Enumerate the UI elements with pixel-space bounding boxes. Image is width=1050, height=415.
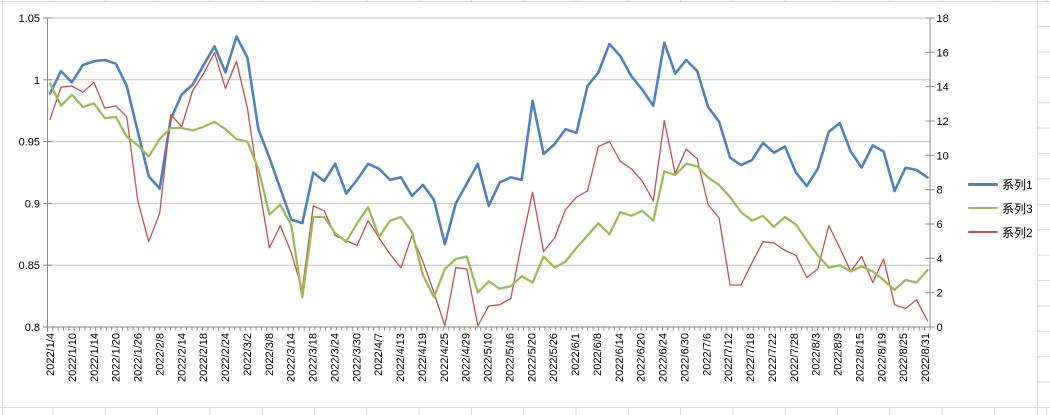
svg-text:16: 16: [937, 47, 949, 59]
svg-text:2022/6/20: 2022/6/20: [636, 333, 648, 382]
svg-text:2022/1/4: 2022/1/4: [45, 333, 57, 376]
svg-text:2022/5/20: 2022/5/20: [526, 333, 538, 382]
series-line-2[interactable]: [49, 51, 929, 327]
series2-line-swatch: [968, 231, 998, 233]
svg-text:2022/6/30: 2022/6/30: [679, 333, 691, 382]
svg-text:2022/4/29: 2022/4/29: [461, 333, 473, 382]
legend-item-series1[interactable]: 系列1: [968, 172, 1033, 196]
svg-text:2022/6/14: 2022/6/14: [614, 333, 626, 382]
series-line-1[interactable]: [48, 35, 929, 246]
svg-text:0.9: 0.9: [25, 198, 40, 210]
legend-label: 系列3: [1002, 201, 1033, 216]
svg-text:2: 2: [937, 288, 943, 300]
svg-text:2022/8/25: 2022/8/25: [898, 333, 910, 382]
svg-text:2022/2/24: 2022/2/24: [220, 333, 232, 382]
svg-text:2022/5/10: 2022/5/10: [483, 333, 495, 382]
svg-text:2022/7/22: 2022/7/22: [767, 333, 779, 382]
svg-text:2022/3/8: 2022/3/8: [264, 333, 276, 376]
svg-text:2022/7/6: 2022/7/6: [701, 333, 713, 376]
svg-text:2022/6/1: 2022/6/1: [570, 333, 582, 376]
svg-text:2022/8/3: 2022/8/3: [811, 333, 823, 376]
svg-text:2022/8/9: 2022/8/9: [833, 333, 845, 376]
svg-text:2022/4/13: 2022/4/13: [395, 333, 407, 382]
left-axis-labels: 1.05 1 0.95 0.9 0.85 0.8: [19, 13, 40, 334]
svg-text:12: 12: [937, 116, 949, 128]
svg-text:0.85: 0.85: [19, 260, 40, 272]
svg-text:2022/8/19: 2022/8/19: [876, 333, 888, 382]
svg-text:10: 10: [937, 150, 949, 162]
svg-text:2022/1/14: 2022/1/14: [89, 333, 101, 382]
svg-text:2022/6/8: 2022/6/8: [592, 333, 604, 376]
svg-text:18: 18: [937, 13, 949, 25]
svg-text:1: 1: [34, 75, 40, 87]
svg-text:2022/4/19: 2022/4/19: [417, 333, 429, 382]
svg-text:2022/5/16: 2022/5/16: [504, 333, 516, 382]
svg-text:0.95: 0.95: [19, 137, 40, 149]
svg-text:2022/7/28: 2022/7/28: [789, 333, 801, 382]
svg-text:2022/3/30: 2022/3/30: [351, 333, 363, 382]
svg-text:2022/3/24: 2022/3/24: [329, 333, 341, 382]
legend-item-series3[interactable]: 系列3: [968, 196, 1033, 220]
legend-label: 系列1: [1002, 177, 1033, 192]
svg-text:2022/8/31: 2022/8/31: [920, 333, 932, 382]
svg-text:2022/3/18: 2022/3/18: [308, 333, 320, 382]
svg-text:8: 8: [937, 185, 943, 197]
svg-text:2022/2/14: 2022/2/14: [176, 333, 188, 382]
legend-label: 系列2: [1002, 225, 1033, 240]
svg-text:2022/1/26: 2022/1/26: [133, 333, 145, 382]
svg-text:0.8: 0.8: [25, 322, 40, 334]
chart-legend[interactable]: 系列1 系列3 系列2: [968, 172, 1033, 244]
svg-text:14: 14: [937, 82, 949, 94]
series3-line-swatch: [968, 206, 998, 210]
svg-text:2022/5/26: 2022/5/26: [548, 333, 560, 382]
svg-text:4: 4: [937, 253, 943, 265]
svg-text:1.05: 1.05: [19, 13, 40, 25]
svg-text:2022/7/18: 2022/7/18: [745, 333, 757, 382]
svg-text:2022/4/25: 2022/4/25: [439, 333, 451, 382]
series1-line-swatch: [968, 182, 998, 186]
svg-text:2022/3/2: 2022/3/2: [242, 333, 254, 376]
x-axis-labels: 2022/1/4 2022/1/10 2022/1/14 2022/1/20 2022/…: [45, 333, 932, 382]
svg-text:0: 0: [937, 322, 943, 334]
svg-text:2022/6/24: 2022/6/24: [658, 333, 670, 382]
legend-item-series2[interactable]: 系列2: [968, 220, 1033, 244]
svg-text:6: 6: [937, 219, 943, 231]
svg-text:2022/7/12: 2022/7/12: [723, 333, 735, 382]
series-line-3[interactable]: [48, 82, 929, 299]
axes: [43, 17, 935, 332]
svg-text:2022/4/7: 2022/4/7: [373, 333, 385, 376]
svg-text:2022/2/18: 2022/2/18: [198, 333, 210, 382]
svg-text:2022/2/8: 2022/2/8: [154, 333, 166, 376]
right-axis-labels: 18 16 14 12 10 8 6 4 2 0: [937, 13, 949, 334]
svg-text:2022/1/10: 2022/1/10: [67, 333, 79, 382]
svg-text:2022/8/15: 2022/8/15: [854, 333, 866, 382]
svg-text:2022/3/14: 2022/3/14: [286, 333, 298, 382]
svg-text:2022/1/20: 2022/1/20: [111, 333, 123, 382]
